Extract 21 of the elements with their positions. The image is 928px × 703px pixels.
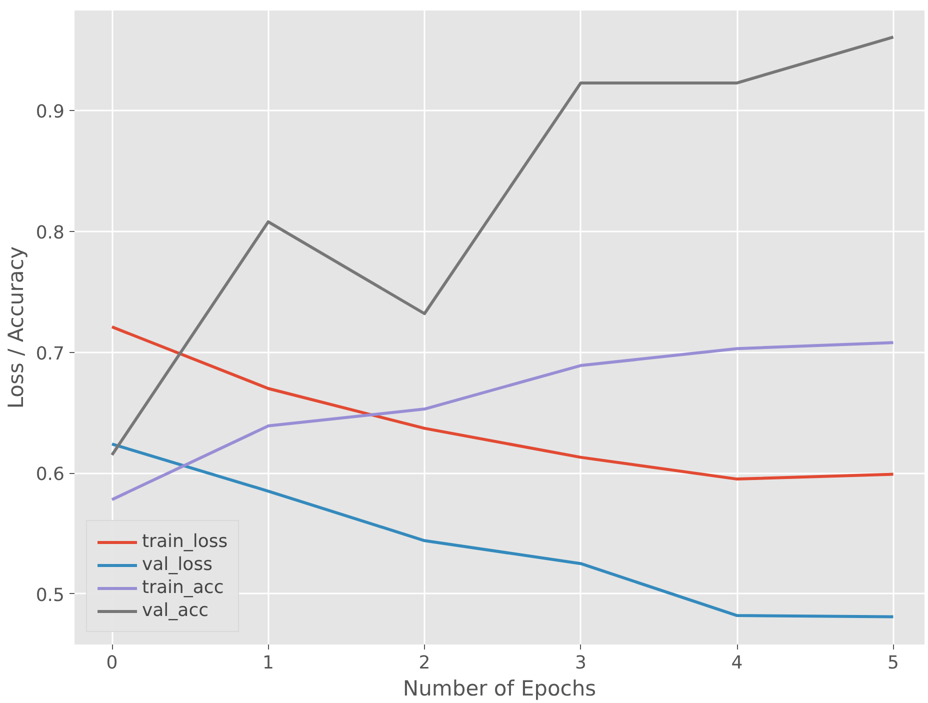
y-axis-title: Loss / Accuracy	[4, 246, 28, 409]
y-tick-label: 0.9	[36, 102, 65, 123]
x-tick-label: 1	[262, 652, 274, 674]
y-tick-label: 0.6	[36, 464, 65, 486]
x-axis-title: Number of Epochs	[402, 676, 596, 700]
y-tick-label: 0.7	[36, 343, 65, 364]
x-tick-label: 5	[888, 652, 899, 674]
x-tick-label: 4	[731, 652, 743, 674]
line-series	[110, 442, 895, 618]
x-tick-label: 3	[575, 652, 586, 674]
line-series	[110, 36, 895, 456]
legend-label: val_acc	[142, 600, 209, 621]
x-tick-label: 2	[418, 652, 430, 674]
x-tick-label: 0	[106, 652, 118, 674]
y-tick-label: 0.5	[36, 584, 65, 606]
legend-label: train_acc	[142, 577, 224, 598]
legend-label: train_loss	[142, 531, 228, 552]
y-tick-label: 0.8	[36, 222, 65, 244]
legend-label: val_loss	[142, 554, 212, 575]
line-series	[110, 341, 895, 502]
line-series	[110, 325, 895, 481]
